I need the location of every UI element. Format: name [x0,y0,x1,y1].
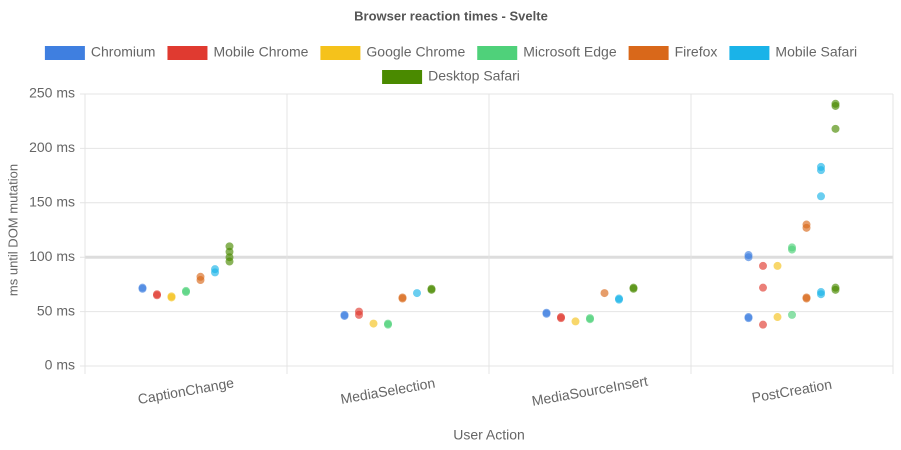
data-point [427,284,436,293]
data-point [773,313,782,322]
legend-item: Mobile Safari [729,44,857,60]
y-axis-label: ms until DOM mutation [5,164,20,296]
legend-label: Mobile Chrome [213,44,308,60]
legend-swatch [477,46,518,60]
data-point [759,320,767,329]
data-point [211,265,219,274]
data-point [759,261,767,270]
data-point [398,293,407,302]
data-point [759,283,767,292]
legend-item: Google Chrome [320,44,465,60]
y-tick-label: 100 ms [29,248,75,264]
data-point [817,192,825,201]
data-point [831,285,840,294]
legend-label: Google Chrome [366,44,465,60]
data-point [802,220,811,229]
legend-swatch [382,70,423,84]
x-tick-label: CaptionChange [136,374,235,407]
data-point [773,261,782,270]
data-point [802,293,811,302]
data-point [817,162,825,171]
data-point [600,289,609,298]
data-point [571,317,580,326]
data-point [340,310,349,319]
data-point [384,319,392,328]
chart-title: Browser reaction times - Svelte [354,8,548,23]
data-point [138,283,147,292]
legend-label: Chromium [91,44,156,60]
data-point [369,319,378,328]
legend-label: Microsoft Edge [523,44,617,60]
legend-swatch [320,46,361,60]
data-point [355,310,363,319]
data-point [788,243,796,252]
y-tick-label: 200 ms [29,139,75,155]
y-tick-label: 250 ms [29,85,75,101]
legend-item: Mobile Chrome [167,44,309,60]
data-point [196,272,205,281]
y-tick-label: 150 ms [29,194,75,210]
legend-item: Firefox [628,44,718,60]
legend-swatch [44,46,85,60]
y-tick-label: 0 ms [45,357,75,373]
data-point [167,292,176,301]
legend-label: Mobile Safari [775,44,857,60]
data-point [225,242,234,251]
legend-item: Microsoft Edge [477,44,617,60]
data-point [817,290,825,299]
legend-label: Firefox [675,44,718,60]
legend-swatch [628,46,669,60]
data-point [831,99,840,108]
data-point [413,289,421,298]
data-point [744,251,753,260]
legend-swatch [729,46,770,60]
x-axis-label: User Action [453,427,525,443]
data-point [153,290,161,299]
y-tick-label: 50 ms [37,302,75,318]
data-point [831,124,840,133]
data-point [788,310,796,319]
data-point [557,314,565,323]
data-point [542,308,551,317]
data-point [629,283,638,292]
x-tick-label: PostCreation [751,376,833,406]
legend-item: Chromium [44,44,156,60]
x-tick-label: MediaSelection [339,375,436,407]
legend-swatch [167,46,208,60]
data-point [615,294,623,303]
legend-item: Desktop Safari [382,68,520,84]
legend-label: Desktop Safari [428,68,520,84]
data-point [586,314,594,323]
x-tick-label: MediaSourceInsert [531,373,650,409]
data-point [182,286,190,295]
data-point [744,314,753,323]
